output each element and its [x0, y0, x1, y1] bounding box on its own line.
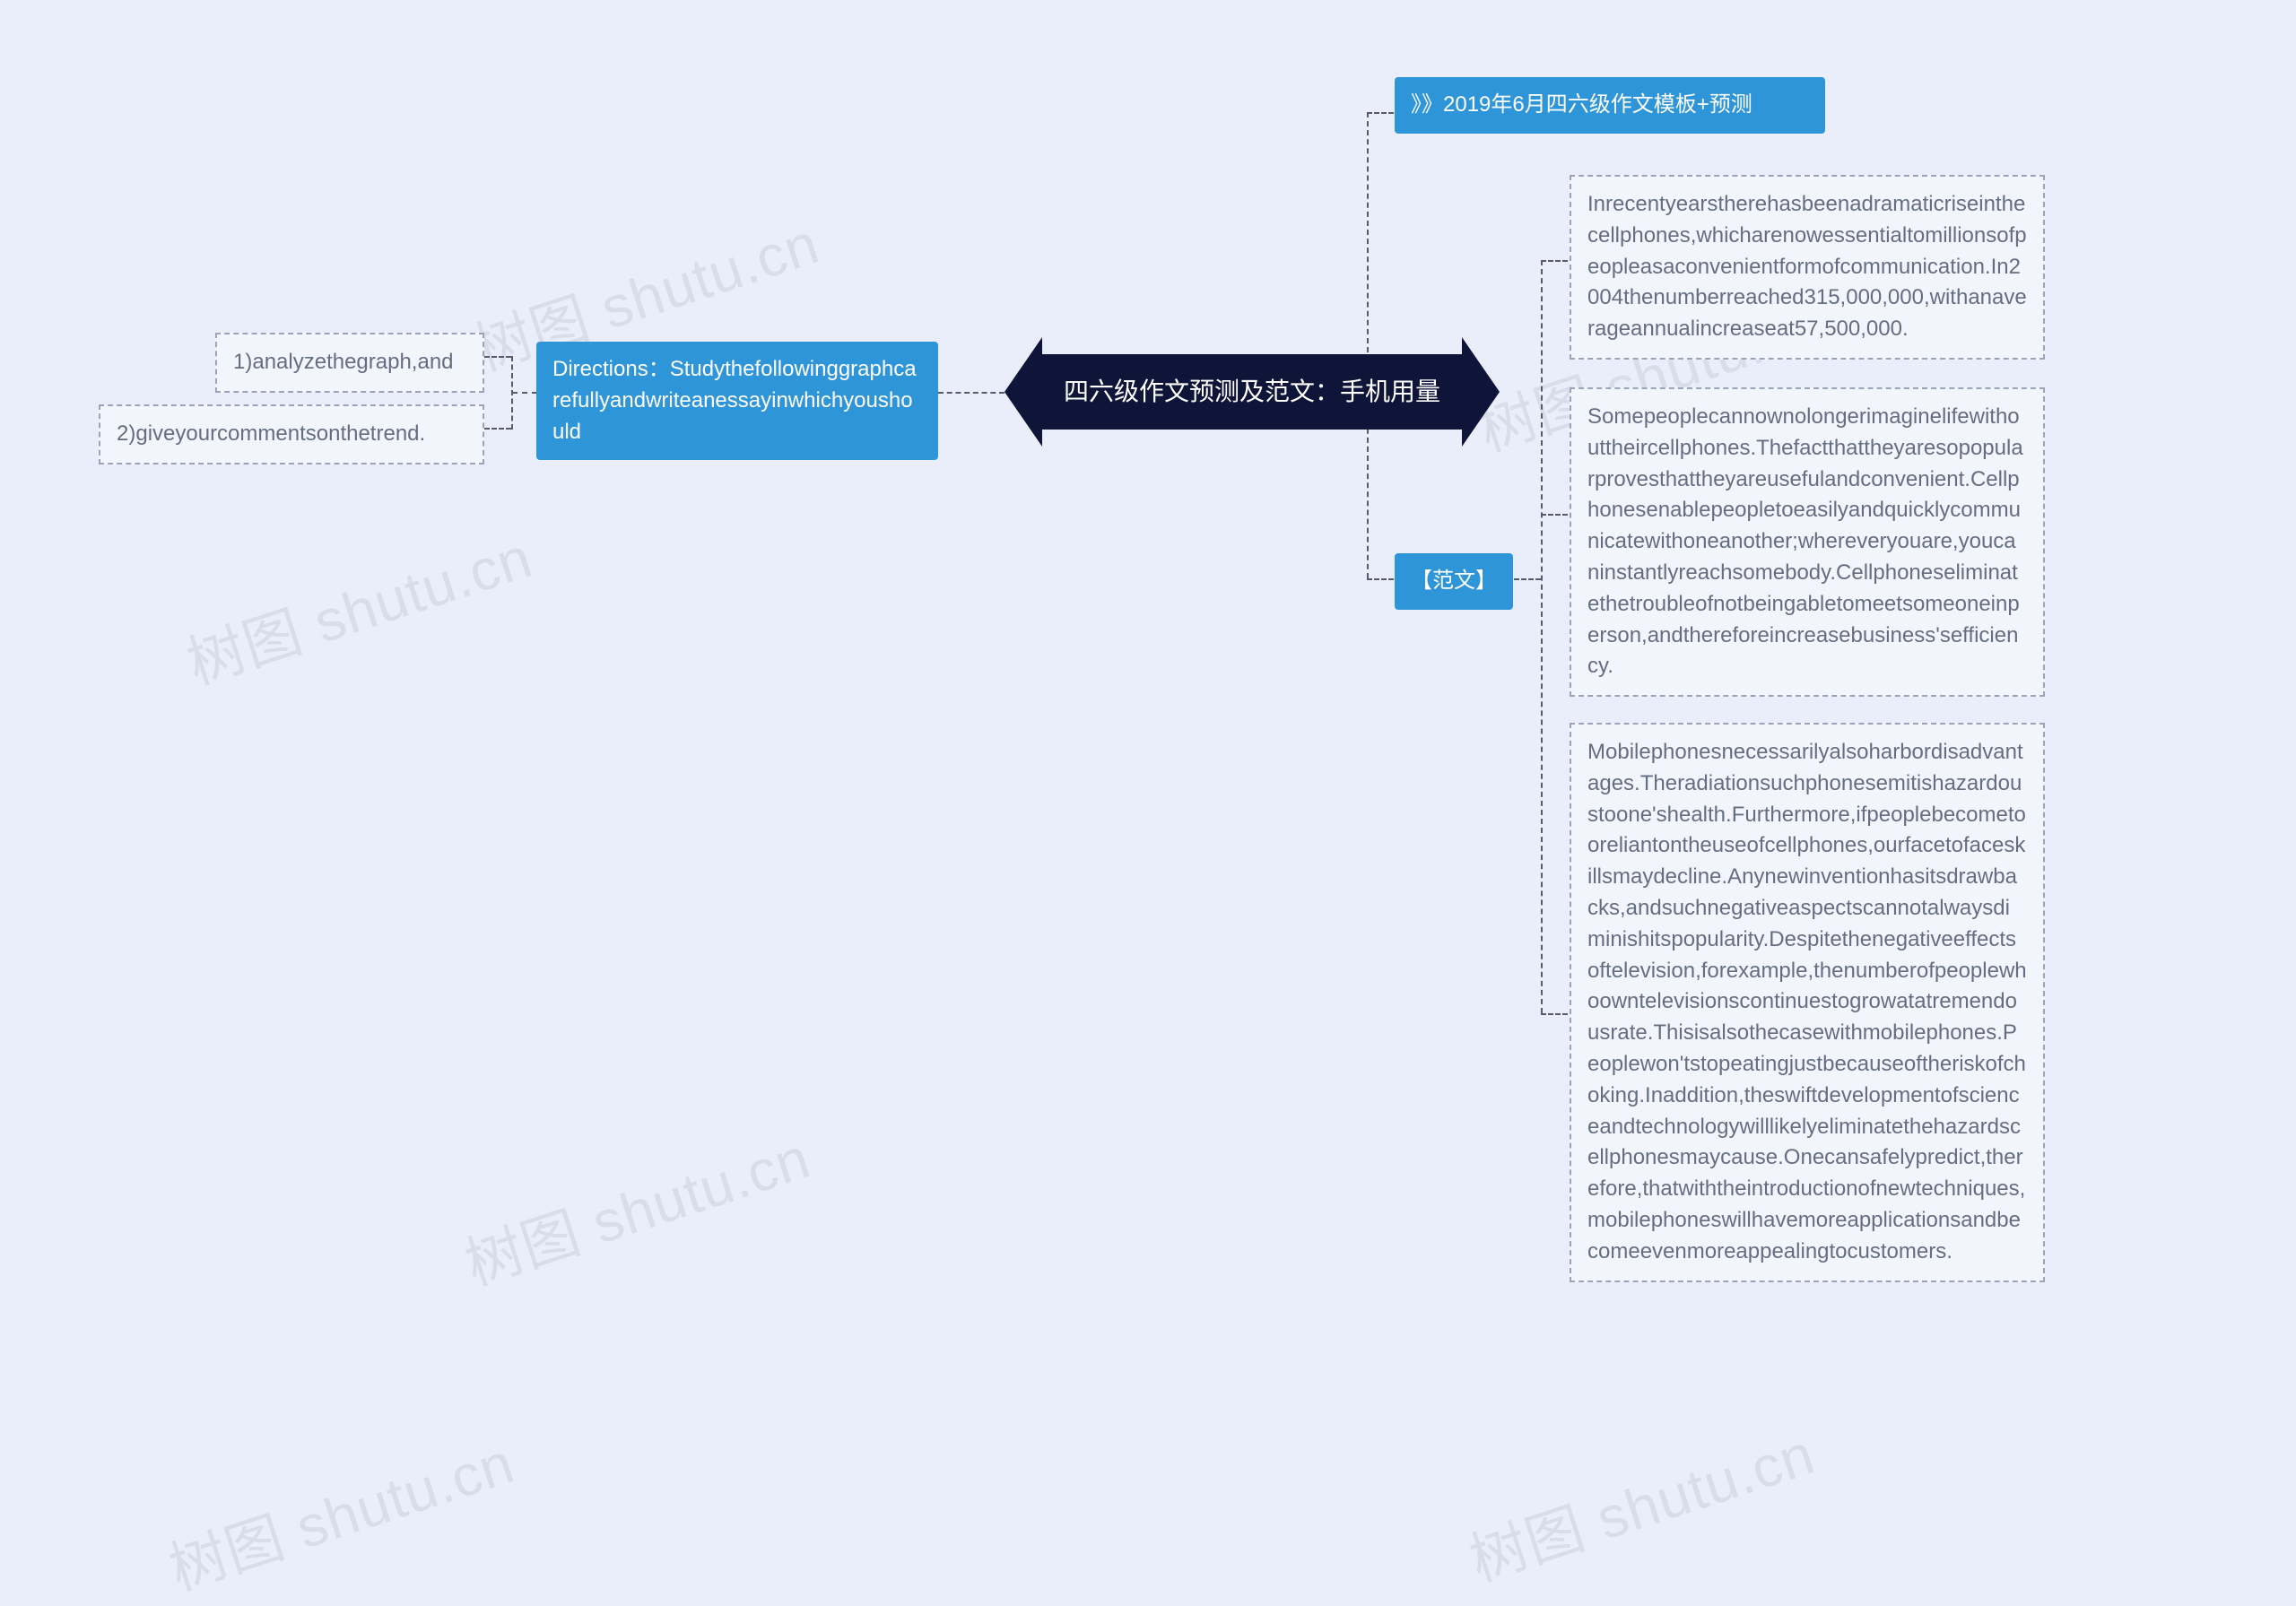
- fanwen-label[interactable]: 【范文】: [1395, 553, 1513, 610]
- root-node[interactable]: 四六级作文预测及范文：手机用量: [1004, 337, 1500, 447]
- paragraph-1[interactable]: Inrecentyearstherehasbeenadramaticrisein…: [1570, 175, 2045, 360]
- connector: [484, 428, 511, 430]
- paragraph-2[interactable]: Somepeoplecannownolongerimaginelifewitho…: [1570, 387, 2045, 697]
- connector: [1541, 260, 1543, 1013]
- connector: [1541, 514, 1568, 516]
- connector: [1514, 578, 1541, 580]
- left-child-2[interactable]: 2)giveyourcommentsonthetrend.: [99, 404, 484, 464]
- connector: [511, 356, 513, 430]
- fanwen-label-text: 【范文】: [1411, 569, 1497, 593]
- connector: [1541, 260, 1568, 262]
- root-arrow-left: [1004, 337, 1042, 447]
- connector: [1367, 112, 1394, 114]
- watermark: 树图 shutu.cn: [158, 1418, 524, 1606]
- paragraph-2-text: Somepeoplecannownolongerimaginelifewitho…: [1587, 404, 2023, 678]
- root-arrow-right: [1462, 337, 1500, 447]
- connector: [1541, 1013, 1568, 1015]
- directions-node[interactable]: Directions：Studythefollowinggraphcareful…: [536, 342, 938, 460]
- left-child-1[interactable]: 1)analyzethegraph,and: [215, 333, 484, 393]
- connector: [484, 356, 511, 358]
- root-label: 四六级作文预测及范文：手机用量: [1042, 354, 1462, 429]
- paragraph-1-text: Inrecentyearstherehasbeenadramaticrisein…: [1587, 192, 2027, 341]
- connector: [1367, 578, 1394, 580]
- left-child-2-text: 2)giveyourcommentsonthetrend.: [117, 421, 425, 446]
- connector: [512, 392, 537, 394]
- watermark: 树图 shutu.cn: [454, 1113, 820, 1302]
- directions-text: Directions：Studythefollowinggraphcareful…: [552, 357, 917, 444]
- template-banner-text: 》》2019年6月四六级作文模板+预测: [1411, 92, 1752, 117]
- paragraph-3[interactable]: Mobilephonesnecessarilyalsoharbordisadva…: [1570, 723, 2045, 1282]
- left-child-1-text: 1)analyzethegraph,and: [233, 350, 454, 374]
- template-banner[interactable]: 》》2019年6月四六级作文模板+预测: [1395, 77, 1825, 134]
- paragraph-3-text: Mobilephonesnecessarilyalsoharbordisadva…: [1587, 740, 2027, 1263]
- connector: [938, 392, 1004, 394]
- watermark: 树图 shutu.cn: [176, 512, 542, 701]
- watermark: 树图 shutu.cn: [1458, 1409, 1824, 1598]
